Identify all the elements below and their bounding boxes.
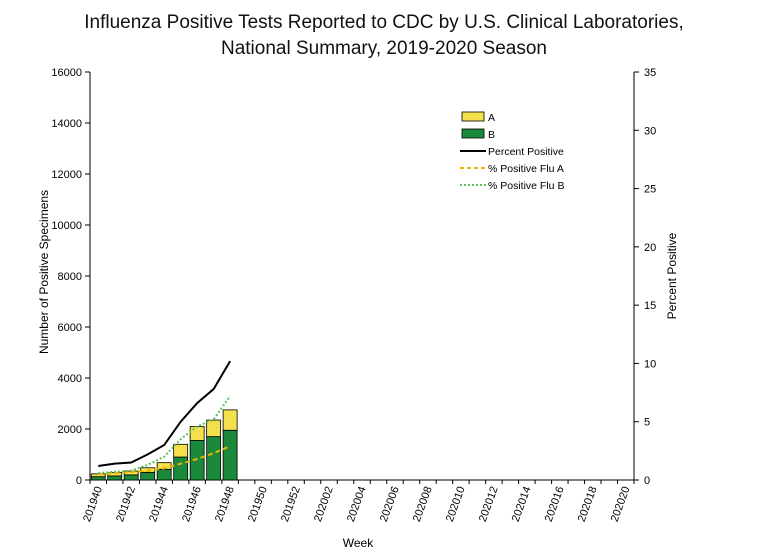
legend-a-label: A [488, 112, 495, 124]
y2-tick-label: 25 [644, 184, 656, 196]
chart-title-line-1: Influenza Positive Tests Reported to CDC… [84, 12, 684, 33]
x-tick-label: 202006 [378, 485, 402, 524]
legend: AB Percent Positive % Positive Flu A % Posi… [460, 111, 564, 192]
y-tick-label: 6000 [58, 322, 82, 334]
x-axis-title: Week [343, 536, 374, 550]
x-tick-label: 201948 [213, 485, 237, 524]
y2-tick-label: 0 [644, 475, 650, 487]
bar-a-201945 [173, 443, 189, 458]
y-tick-label: 14000 [51, 118, 82, 130]
bar-b-201941 [107, 475, 123, 481]
x-tick-label: 202010 [444, 485, 468, 524]
axes: 0 2000 4000 6000 8000 10000 12000 14000 16000 0 5 1… [51, 67, 656, 524]
bar-b-201940 [90, 476, 106, 481]
bar-b-201946 [189, 440, 205, 481]
y-tick-label: 8000 [58, 271, 82, 283]
legend-positive-flu-a-label: % Positive Flu A [488, 163, 564, 175]
y2-tick-label: 35 [644, 67, 656, 79]
line-percent-positive [98, 360, 231, 468]
legend-b-label: B [488, 129, 495, 141]
line-positive-flu-b [98, 395, 231, 475]
x-tick-label: 202004 [345, 485, 369, 524]
x-tick-label: 202012 [477, 485, 501, 524]
x-tick-label: 201952 [279, 485, 303, 524]
lines [98, 360, 231, 476]
y-tick-label: 2000 [58, 424, 82, 436]
x-tick-label: 201944 [147, 485, 171, 524]
x-tick-label: 202018 [576, 485, 600, 524]
legend-positive-flu-b-label: % Positive Flu B [488, 180, 564, 192]
y-tick-label: 12000 [51, 169, 82, 181]
x-tick-label: 202008 [411, 485, 435, 524]
y-tick-label: 0 [76, 475, 82, 487]
bar-b-201948 [222, 429, 238, 481]
chart-title: Influenza Positive Tests Reported to CDC… [0, 10, 768, 62]
y2-tick-label: 5 [644, 417, 650, 429]
line-positive-flu-a [98, 445, 231, 476]
x-tick-label: 202014 [510, 485, 534, 524]
y-tick-label: 16000 [51, 67, 82, 79]
bar-b-201947 [206, 436, 222, 481]
chart-title-line-2: National Summary, 2019-2020 Season [220, 38, 547, 59]
bar-b-201945 [173, 456, 189, 481]
x-tick-label: 202016 [543, 485, 567, 524]
y2-tick-label: 20 [644, 242, 656, 254]
y2-tick-label: 10 [644, 358, 656, 370]
bar-a-201948 [222, 409, 238, 431]
x-tick-label: 202002 [312, 485, 336, 524]
x-tick-label: 202020 [609, 485, 633, 524]
y2-tick-label: 30 [644, 125, 656, 137]
y2-tick-label: 15 [644, 300, 656, 312]
legend-b-swatch [461, 128, 485, 139]
bar-a-201946 [189, 426, 205, 441]
legend-percent-positive-label: Percent Positive [488, 146, 564, 158]
bar-b-201944 [156, 468, 172, 481]
y-axis-title: Number of Positive Specimens [37, 190, 51, 354]
bar-b-201942 [123, 474, 139, 481]
bar-b-201943 [140, 471, 156, 481]
x-tick-label: 201940 [81, 485, 105, 524]
y2-axis-title: Percent Positive [665, 232, 679, 319]
x-tick-label: 201950 [246, 485, 270, 524]
x-tick-label: 201942 [114, 485, 138, 524]
bar-a-201947 [206, 419, 222, 438]
y-tick-label: 4000 [58, 373, 82, 385]
x-tick-label: 201946 [180, 485, 204, 524]
legend-a-swatch [461, 111, 485, 122]
y-tick-label: 10000 [51, 220, 82, 232]
